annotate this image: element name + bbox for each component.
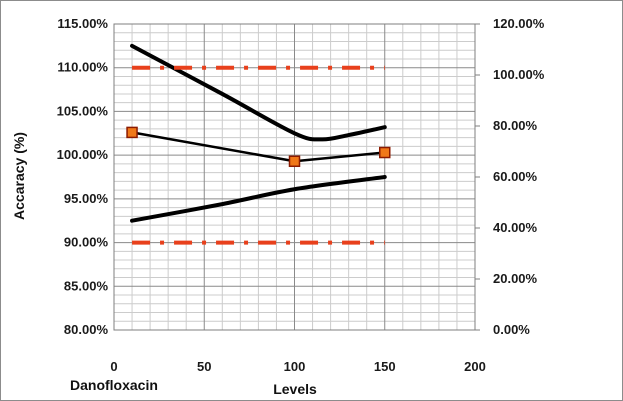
y-axis-title: Accaracy (%) [11, 132, 27, 220]
y2-tick-label: 20.00% [493, 271, 538, 286]
data-point-marker [288, 155, 301, 168]
x-axis-title: Levels [273, 381, 317, 397]
y2-axis-tick-labels: 0.00% 20.00% 40.00% 60.00% 80.00% 100.00% 120.… [475, 16, 545, 337]
x-tick-label: 100 [284, 359, 306, 374]
series-line-2 [130, 43, 387, 142]
x-tick-label: 200 [464, 359, 486, 374]
y-tick-label: 105.00% [57, 103, 109, 118]
data-point-marker [126, 126, 138, 139]
y2-tick-label: 40.00% [493, 220, 538, 235]
y-axis-tick-labels: 80.00% 85.00% 90.00% 95.00% 100.00% 105.00% 11… [57, 16, 109, 337]
y-tick-label: 100.00% [57, 147, 109, 162]
y-tick-label: 85.00% [64, 278, 109, 293]
y-tick-label: 80.00% [64, 322, 109, 337]
y-tick-label: 95.00% [64, 191, 109, 206]
y2-tick-label: 0.00% [493, 322, 530, 337]
y-tick-label: 90.00% [64, 235, 109, 250]
y-tick-label: 115.00% [57, 16, 108, 31]
y-tick-label: 110.00% [57, 60, 108, 75]
y2-tick-label: 60.00% [493, 169, 538, 184]
y2-tick-label: 120.00% [493, 16, 545, 31]
y2-tick-label: 100.00% [493, 67, 545, 82]
x-axis-tick-labels: 0 50 100 150 200 [110, 359, 485, 374]
y2-tick-label: 80.00% [493, 118, 538, 133]
x-tick-label: 50 [197, 359, 211, 374]
x-tick-label: 0 [110, 359, 117, 374]
series-line-3 [130, 175, 387, 223]
x-tick-label: 150 [374, 359, 396, 374]
compound-name-annotation: Danofloxacin [70, 377, 158, 393]
series-layer [126, 43, 391, 245]
data-point-marker [379, 146, 391, 159]
